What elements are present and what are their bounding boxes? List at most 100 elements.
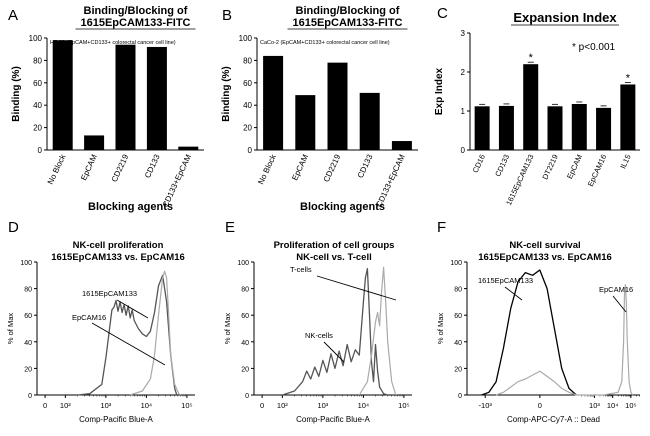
panel-a-bar bbox=[115, 44, 136, 150]
panel-f-y-tick-label: 100 bbox=[450, 260, 462, 267]
panel-a-title: 1615EpCAM133-FITC bbox=[80, 17, 190, 29]
panel-a-title: Binding/Blocking of bbox=[84, 5, 188, 17]
panel-e-x-tick-label: 0 bbox=[260, 401, 264, 410]
panel-d-y-axis-label: % of Max bbox=[6, 313, 15, 345]
panel-c-bar bbox=[547, 106, 563, 150]
panel-d-x-axis-label: Comp-Pacific Blue-A bbox=[79, 415, 153, 424]
panel-d-series-epcam16 bbox=[130, 270, 182, 396]
panel-e-x-tick-label: 10³ bbox=[317, 401, 328, 410]
panel-e-x-tick-label: 10² bbox=[277, 401, 288, 410]
panel-c-y-axis-label: Exp Index bbox=[434, 67, 445, 115]
panel-e-title: NK-cell vs. T-cell bbox=[296, 252, 372, 263]
panel-d-y-tick-label: 60 bbox=[24, 313, 32, 320]
panel-c-category-label: EpCAM bbox=[565, 153, 584, 180]
panel-b-y-tick-label: 60 bbox=[243, 79, 252, 88]
panel-a-category-label: EpCAM bbox=[79, 153, 99, 182]
panel-b-x-axis-label: Blocking agents bbox=[300, 201, 385, 213]
panel-d-y-tick-label: 100 bbox=[20, 260, 32, 267]
panel-letter-d: D bbox=[8, 219, 19, 236]
panel-b-title: Binding/Blocking of bbox=[296, 5, 400, 17]
panel-f-y-tick-label: 60 bbox=[454, 313, 462, 320]
panel-a-y-tick-label: 80 bbox=[33, 56, 42, 65]
panel-d-x-tick-label: 10⁵ bbox=[181, 401, 192, 410]
panel-e-y-tick-label: 100 bbox=[237, 260, 249, 267]
panel-f-x-axis-label: Comp-APC-Cy7-A :: Dead bbox=[507, 415, 600, 424]
panel-c-bar bbox=[596, 107, 612, 150]
panel-c-bar bbox=[620, 84, 636, 150]
panel-e-series-t-cells bbox=[358, 266, 397, 396]
panel-e-y-tick-label: 60 bbox=[241, 313, 249, 320]
panel-c-category-label: CD16 bbox=[471, 153, 487, 174]
panel-d-x-tick-label: 10³ bbox=[100, 401, 111, 410]
panel-letter-c: C bbox=[437, 5, 448, 22]
panel-f-y-axis-label: % of Max bbox=[436, 313, 445, 345]
panel-e-y-tick-label: 80 bbox=[241, 287, 249, 294]
panel-f-y-tick-label: 20 bbox=[454, 366, 462, 373]
panel-b-category-label: EpCAM bbox=[290, 153, 310, 182]
panel-f-annotation-label: EpCAM16 bbox=[599, 285, 633, 294]
panel-a-category-label: No Block bbox=[46, 152, 68, 186]
panel-b-category-label: CD133 bbox=[356, 153, 375, 180]
panel-b-y-tick-label: 20 bbox=[243, 124, 252, 133]
panel-b-y-axis-label: Binding (%) bbox=[221, 66, 232, 122]
panel-c-significance-mark: * bbox=[626, 72, 631, 84]
panel-d-title: 1615EpCAM133 vs. EpCAM16 bbox=[51, 252, 185, 263]
panel-f-annotation-leader bbox=[612, 295, 627, 313]
panel-f-x-tick-label: 10⁴ bbox=[607, 401, 619, 410]
panel-f-y-tick-label: 80 bbox=[454, 287, 462, 294]
panel-a-bar bbox=[178, 146, 199, 150]
panel-c-category-label: EpCAM16 bbox=[586, 153, 609, 188]
panel-c-title: Expansion Index bbox=[513, 10, 617, 25]
panel-a-y-tick-label: 100 bbox=[29, 34, 43, 43]
panel-f-series-epcam16 bbox=[495, 284, 634, 396]
panel-letter-b: B bbox=[222, 7, 232, 24]
panel-c-annotation: * p<0.001 bbox=[572, 42, 616, 53]
panel-b-bar bbox=[359, 92, 380, 150]
panel-b-title: 1615EpCAM133-FITC bbox=[292, 17, 402, 29]
panel-c-bar bbox=[571, 103, 587, 150]
panel-e-x-tick-label: 10⁵ bbox=[398, 401, 409, 410]
panel-e-y-tick-label: 20 bbox=[241, 366, 249, 373]
panel-f-x-tick-label: 0 bbox=[538, 401, 542, 410]
panel-d-annotation-label: EpCAM16 bbox=[72, 313, 106, 322]
panel-e-x-tick-label: 10⁴ bbox=[358, 401, 370, 410]
panel-a-subtitle: HT-29 (EpCAM+CD133+ colorectal cancer ce… bbox=[50, 40, 176, 46]
panel-d-y-tick-label: 20 bbox=[24, 366, 32, 373]
panel-b-y-tick-label: 80 bbox=[243, 56, 252, 65]
panel-a-x-axis-label: Blocking agents bbox=[88, 201, 173, 213]
panel-b-bar bbox=[263, 55, 284, 150]
panel-c-category-label: CD133 bbox=[493, 153, 511, 178]
panel-f-y-tick-label: 0 bbox=[458, 393, 462, 400]
panel-c-y-tick-label: 0 bbox=[461, 146, 466, 155]
panel-f-title: 1615EpCAM133 vs. EpCAM16 bbox=[478, 252, 612, 263]
panel-c-y-tick-label: 3 bbox=[461, 29, 466, 38]
panel-a-y-axis-label: Binding (%) bbox=[11, 66, 22, 122]
panel-d-series-1615epcam133 bbox=[77, 274, 178, 396]
panel-f-x-tick-label: 10³ bbox=[589, 401, 600, 410]
panel-a-y-tick-label: 20 bbox=[33, 124, 42, 133]
panel-c-significance-mark: * bbox=[529, 52, 534, 64]
panel-f-x-tick-label: -10³ bbox=[479, 401, 493, 410]
panel-c-bar bbox=[474, 106, 490, 150]
panel-b-subtitle: CaCo-2 (EpCAM+CD133+ colorectal cancer c… bbox=[260, 40, 390, 46]
panel-b-bar bbox=[295, 95, 316, 150]
panel-letter-f: F bbox=[437, 219, 446, 236]
panel-d-x-tick-label: 10⁴ bbox=[141, 401, 153, 410]
panel-a-y-tick-label: 0 bbox=[38, 146, 43, 155]
panel-e-title: Proliferation of cell groups bbox=[274, 240, 395, 251]
panel-letter-e: E bbox=[225, 219, 235, 236]
panel-e-y-tick-label: 40 bbox=[241, 340, 249, 347]
panel-b-category-label: No Block bbox=[256, 152, 278, 186]
panel-d-x-tick-label: 10² bbox=[60, 401, 71, 410]
panel-c-bar bbox=[498, 105, 514, 150]
panel-a-bar bbox=[84, 135, 105, 150]
panel-b-category-label: CD2219 bbox=[322, 153, 343, 184]
panel-c-y-tick-label: 2 bbox=[461, 68, 466, 77]
panel-a-bar bbox=[146, 46, 167, 150]
panel-a-category-label: CD2219 bbox=[110, 153, 131, 184]
panel-e-y-axis-label: % of Max bbox=[223, 313, 232, 345]
panel-b-bar bbox=[391, 141, 412, 150]
panel-f-x-tick-label: 10⁵ bbox=[625, 401, 636, 410]
panel-d-annotation-label: 1615EpCAM133 bbox=[82, 289, 137, 298]
panel-b-y-tick-label: 40 bbox=[243, 101, 252, 110]
